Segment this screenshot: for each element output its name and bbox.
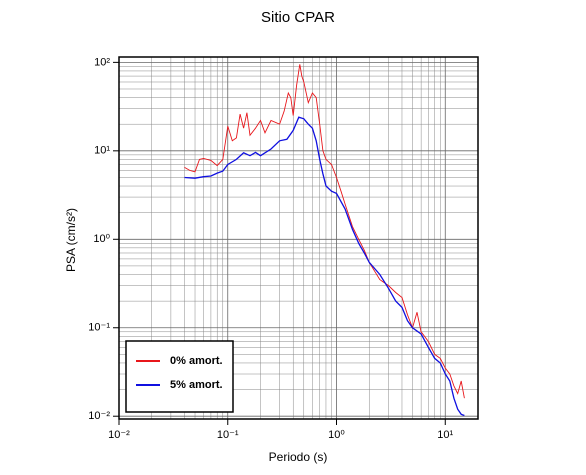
y-tick-label: 10⁰ bbox=[93, 233, 110, 245]
legend-label: 5% amort. bbox=[170, 379, 223, 391]
series-line bbox=[184, 116, 465, 417]
x-tick-label: 10⁻² bbox=[108, 429, 130, 441]
x-tick-label: 10⁻¹ bbox=[217, 429, 239, 441]
series-line bbox=[184, 64, 465, 399]
y-tick-label: 10⁻¹ bbox=[88, 322, 110, 334]
x-axis-label: Periodo (s) bbox=[269, 450, 328, 464]
x-tick-label: 10¹ bbox=[437, 429, 453, 441]
chart-title: Sitio CPAR bbox=[261, 9, 335, 26]
y-axis-label: PSA (cm/s²) bbox=[64, 208, 78, 272]
y-tick-label: 10¹ bbox=[94, 145, 110, 157]
plot-frame bbox=[118, 56, 479, 420]
x-tick-label: 10⁰ bbox=[328, 429, 345, 441]
y-tick-label: 10² bbox=[94, 56, 110, 68]
legend-box bbox=[125, 340, 234, 413]
legend-label: 0% amort. bbox=[170, 355, 223, 367]
y-tick-label: 10⁻² bbox=[88, 410, 110, 422]
